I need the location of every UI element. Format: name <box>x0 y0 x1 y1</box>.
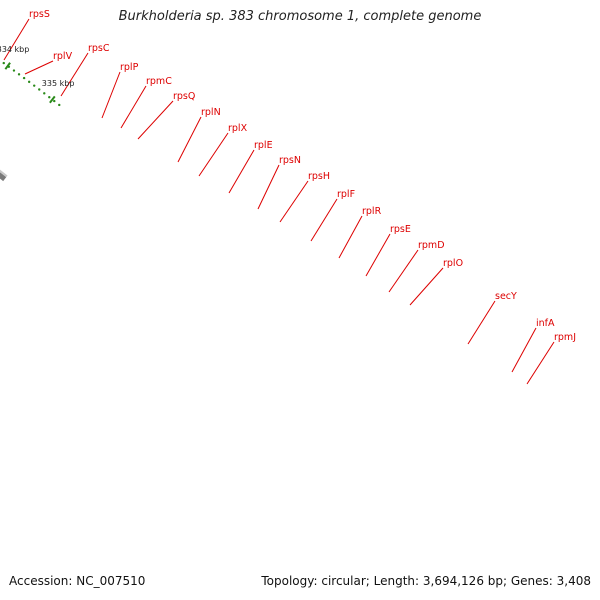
gene-label: infA <box>536 318 555 329</box>
label-leader <box>365 233 391 277</box>
minor-tick <box>17 73 21 76</box>
label-leader <box>177 116 202 163</box>
label-leader <box>3 18 30 61</box>
gene-label: rpsH <box>308 171 330 182</box>
label-leader <box>279 180 309 223</box>
gene-label: rpsN <box>279 155 301 166</box>
label-leader <box>511 327 537 373</box>
label-leader <box>228 149 255 194</box>
gene-label: rplO <box>443 258 463 269</box>
kbp-tick-labels: 327 kbp328 kbp329 kbp330 kbp331 kbp332 k… <box>0 45 75 88</box>
label-leader <box>60 52 89 97</box>
gene-label: rplX <box>228 123 248 134</box>
kbp-label: 335 kbp <box>42 79 75 88</box>
gene-label: rplR <box>362 206 382 217</box>
major-tick-row-top <box>4 62 56 104</box>
label-leader <box>257 164 280 210</box>
label-leader <box>310 198 338 242</box>
map-title: Burkholderia sp. 383 chromosome 1, compl… <box>118 9 482 24</box>
minor-tick <box>2 61 5 65</box>
minor-tick <box>53 99 56 103</box>
label-leader <box>409 267 444 306</box>
label-leader <box>467 300 496 345</box>
accession-text: Accession: NC_007510 <box>9 574 146 588</box>
label-leaders <box>3 18 555 385</box>
backbone-arc-inner <box>0 169 8 178</box>
label-leader <box>24 60 54 75</box>
minor-tick <box>12 69 16 72</box>
gene-label: rplN <box>201 107 221 118</box>
kbp-label: 334 kbp <box>0 45 29 54</box>
gene-label: rplE <box>254 140 273 151</box>
label-leader <box>101 71 121 119</box>
gene-label: rpsS <box>29 9 50 20</box>
label-leader <box>338 215 363 259</box>
gene-label: rpsC <box>88 43 110 54</box>
label-leader <box>137 100 174 140</box>
gene-label: secY <box>495 291 517 302</box>
label-leader <box>388 249 419 293</box>
minor-tick <box>48 95 51 99</box>
gene-label: rpsE <box>390 224 411 235</box>
label-leader <box>198 132 229 177</box>
topology-summary-text: Topology: circular; Length: 3,694,126 bp… <box>261 574 591 588</box>
gene-label: rpmC <box>146 76 172 87</box>
minor-tick <box>43 92 46 95</box>
label-leader <box>120 85 147 129</box>
gene-label: rpsQ <box>173 91 195 102</box>
gene-label: rplF <box>337 189 355 200</box>
gene-label: rpmJ <box>554 332 576 343</box>
minor-tick <box>22 76 26 80</box>
major-tick <box>4 62 11 70</box>
gene-label: rplV <box>53 51 73 62</box>
minor-tick <box>58 103 61 107</box>
backbone-arc-outer <box>0 172 7 182</box>
label-leader <box>526 341 555 385</box>
minor-tick <box>38 88 41 91</box>
gene-label: rpmD <box>418 240 445 251</box>
minor-tick-row-top <box>2 61 61 107</box>
major-tick <box>49 95 56 104</box>
minor-tick <box>33 84 36 87</box>
minor-tick <box>27 80 31 84</box>
gene-label: rplP <box>120 62 139 73</box>
